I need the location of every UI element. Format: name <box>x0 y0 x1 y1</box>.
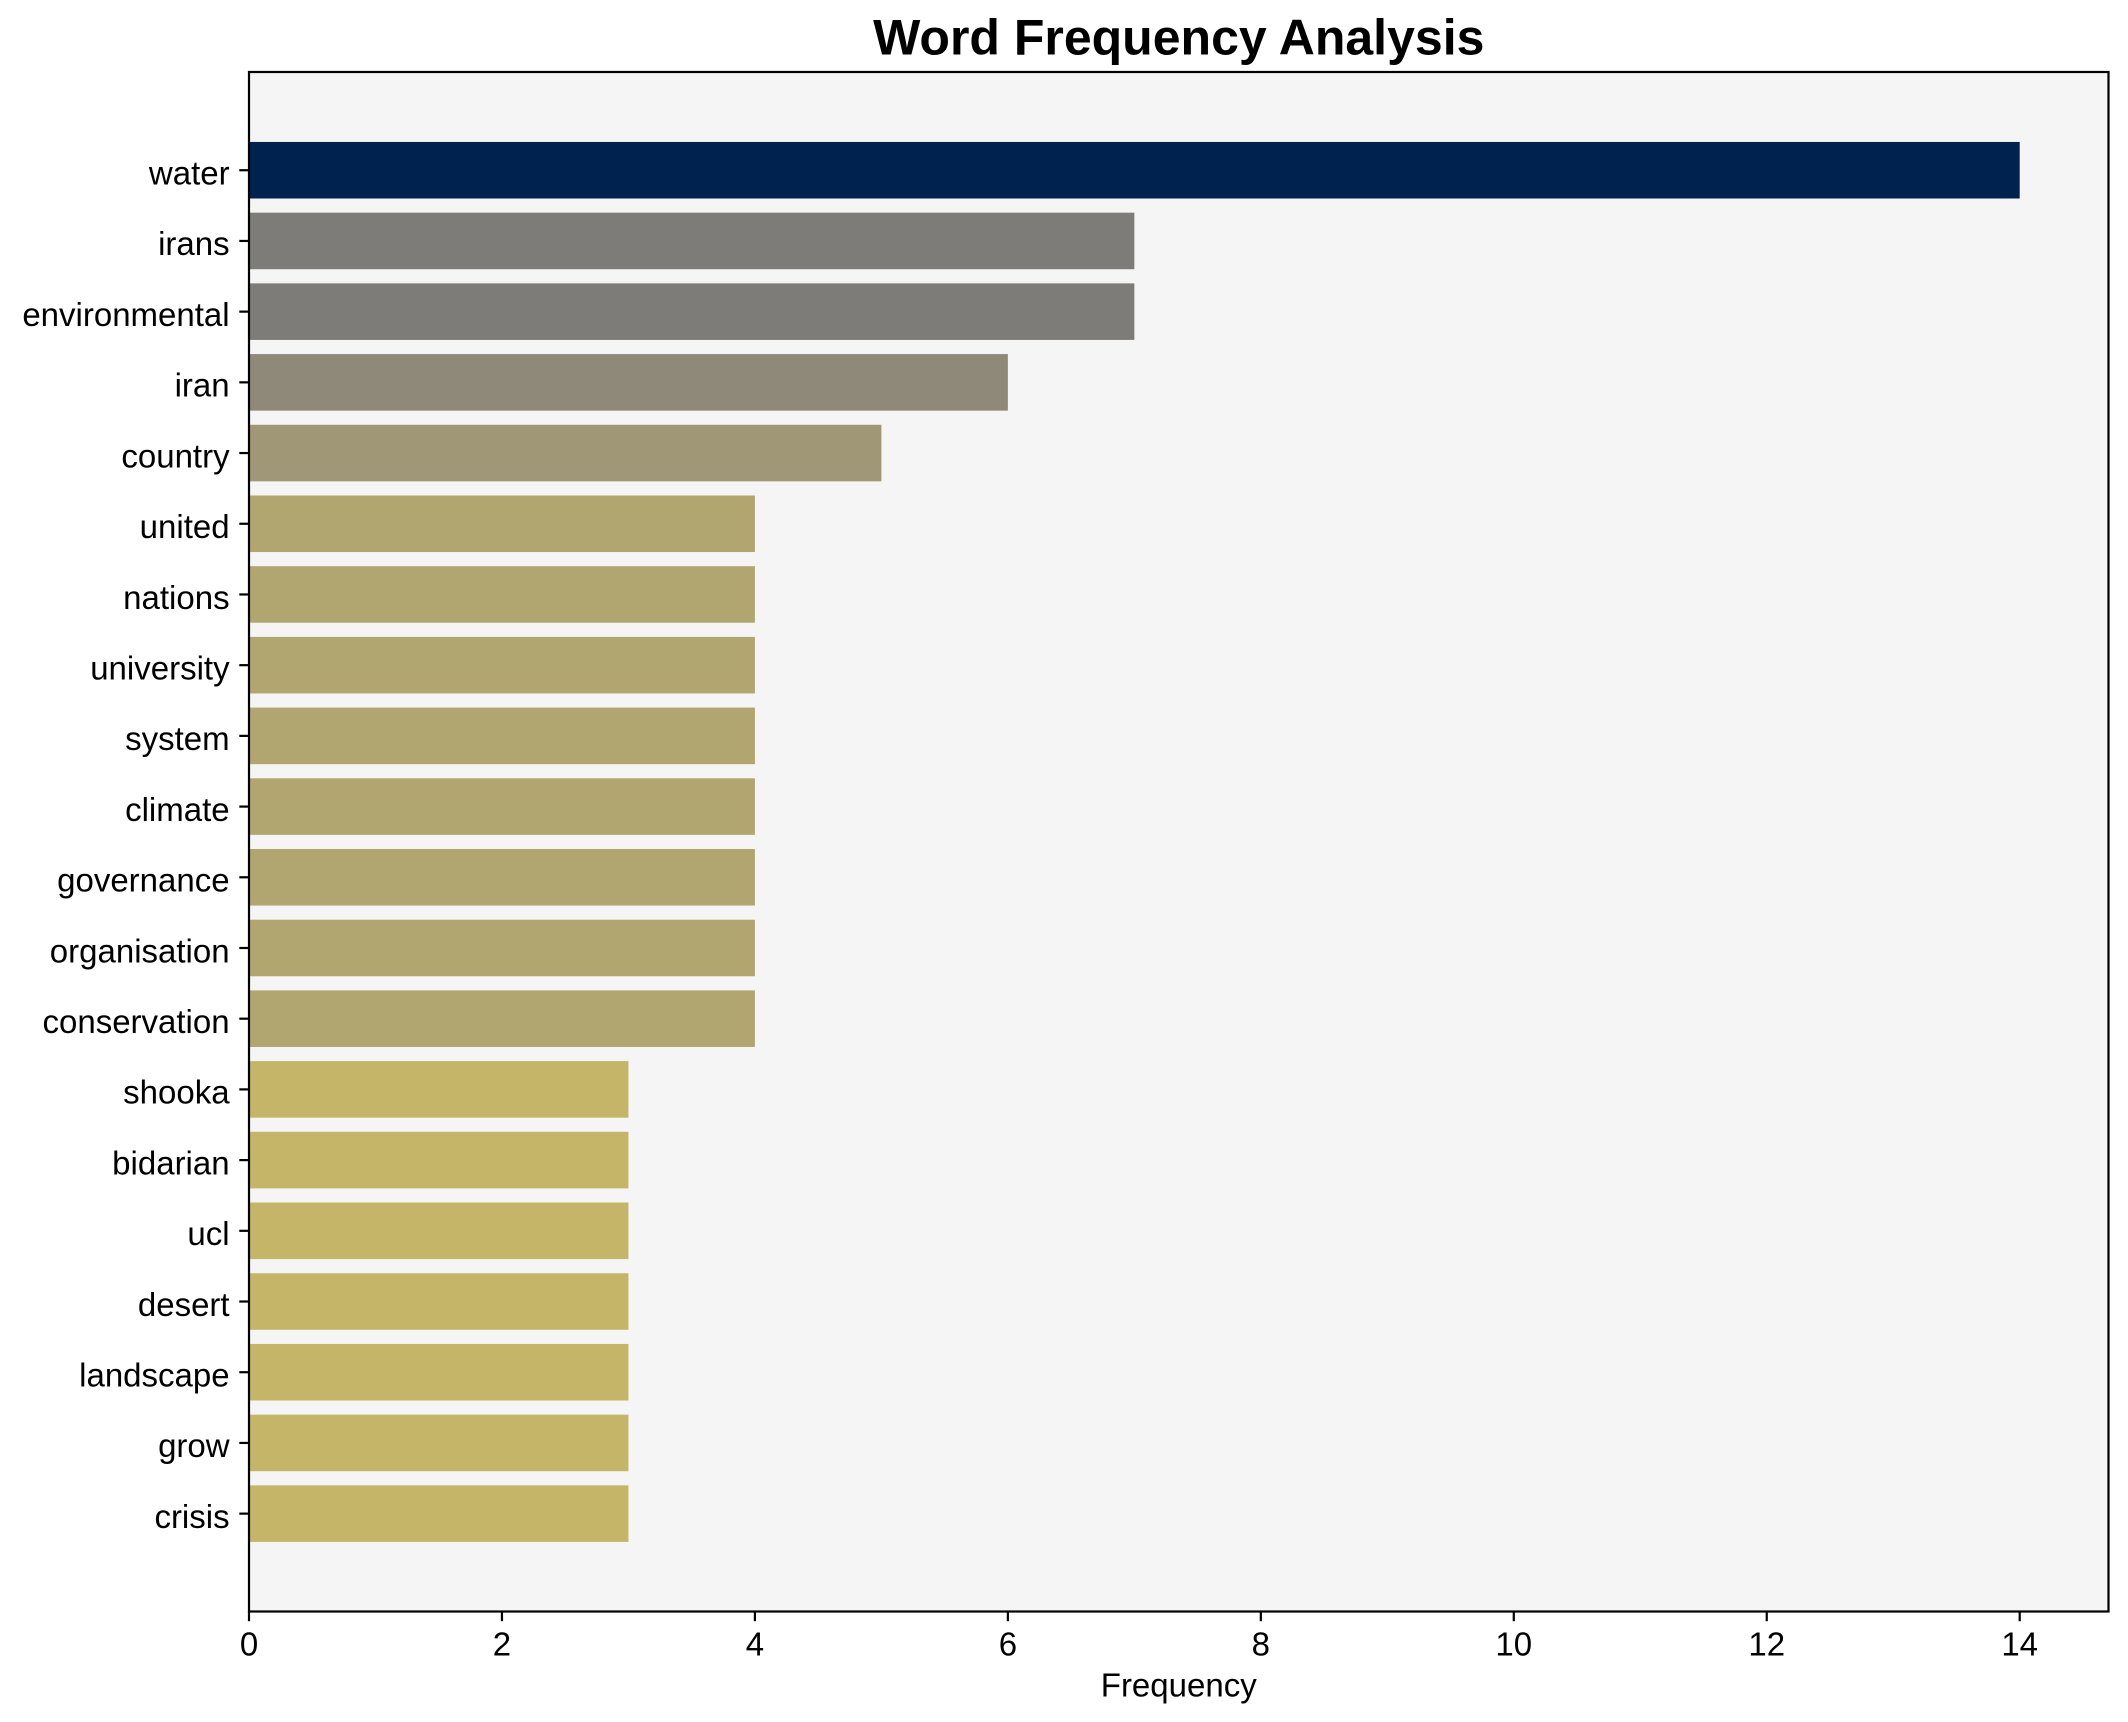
svg-text:ucl: ucl <box>187 1215 229 1252</box>
svg-text:climate: climate <box>125 791 230 828</box>
svg-text:desert: desert <box>138 1286 230 1323</box>
svg-text:system: system <box>125 720 230 757</box>
svg-text:iran: iran <box>175 367 230 404</box>
svg-text:organisation: organisation <box>50 932 230 969</box>
svg-text:governance: governance <box>57 862 229 899</box>
svg-text:united: united <box>140 508 230 545</box>
svg-text:bidarian: bidarian <box>112 1144 229 1181</box>
svg-text:irans: irans <box>158 225 230 262</box>
svg-text:university: university <box>90 649 230 686</box>
svg-text:2: 2 <box>493 1626 511 1663</box>
svg-text:4: 4 <box>746 1626 764 1663</box>
svg-text:10: 10 <box>1495 1626 1532 1663</box>
svg-text:shooka: shooka <box>123 1074 230 1111</box>
svg-text:6: 6 <box>999 1626 1017 1663</box>
svg-text:landscape: landscape <box>79 1357 229 1394</box>
svg-text:environmental: environmental <box>22 296 229 333</box>
svg-text:8: 8 <box>1252 1626 1270 1663</box>
svg-text:crisis: crisis <box>154 1498 229 1535</box>
svg-text:14: 14 <box>2001 1626 2038 1663</box>
svg-text:country: country <box>121 437 230 474</box>
svg-text:0: 0 <box>240 1626 258 1663</box>
svg-text:Word Frequency Analysis: Word Frequency Analysis <box>873 9 1484 65</box>
svg-text:conservation: conservation <box>42 1003 229 1040</box>
svg-text:nations: nations <box>123 579 229 616</box>
svg-text:Frequency: Frequency <box>1101 1667 1257 1704</box>
svg-text:12: 12 <box>1748 1626 1785 1663</box>
svg-text:water: water <box>148 155 230 192</box>
svg-text:grow: grow <box>158 1427 230 1464</box>
